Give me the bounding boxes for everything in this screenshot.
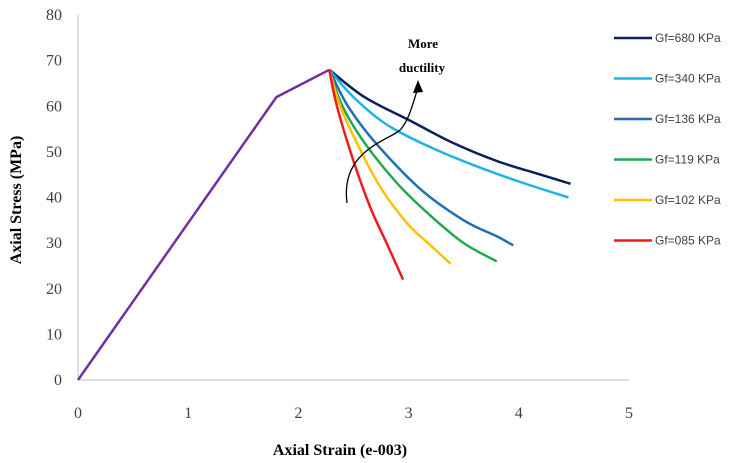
y-tick-label: 20 (46, 281, 62, 298)
y-tick-label: 70 (46, 53, 62, 70)
x-tick-label: 2 (294, 405, 302, 422)
series-line-gf-340-kpa (328, 68, 569, 199)
legend: Gf=680 KPa Gf=340 KPa Gf=136 KPa Gf=119 KPa… (614, 31, 721, 248)
axes (77, 15, 629, 381)
annotation-line-1: More (408, 36, 438, 51)
y-tick-label: 10 (46, 326, 62, 343)
legend-label: Gf=102 KPa (655, 193, 721, 207)
x-tick-label: 5 (625, 405, 633, 422)
ductility-annotation: More ductility (345, 36, 446, 204)
series-line-gf-085-kpa (328, 69, 405, 281)
legend-label: Gf=119 KPa (655, 153, 720, 167)
x-tick-label: 4 (515, 405, 523, 422)
y-tick-label: 40 (46, 190, 62, 207)
x-tick-label: 3 (405, 405, 413, 422)
series-line-gf-136-kpa (328, 69, 514, 247)
legend-label: Gf=680 KPa (655, 31, 721, 45)
series-line-elastic (76, 68, 330, 381)
legend-label: Gf=340 KPa (655, 72, 721, 86)
y-tick-label: 80 (46, 7, 62, 24)
y-tick-label: 0 (54, 372, 62, 389)
x-tick-label: 1 (184, 405, 192, 422)
series-line-gf-119-kpa (328, 69, 498, 263)
annotation-arrow (345, 87, 419, 204)
annotation-arrowhead (413, 80, 423, 93)
annotation-line-2: ductility (399, 60, 446, 75)
legend-label: Gf=136 KPa (655, 112, 721, 126)
tick-labels: 0 10 20 30 40 50 60 70 80 0 1 2 3 4 5 (46, 7, 633, 422)
y-axis-title: Axial Stress (MPa) (8, 136, 25, 265)
y-tick-label: 50 (46, 144, 62, 161)
x-axis-title: Axial Strain (e-003) (273, 442, 407, 459)
y-tick-label: 60 (46, 98, 62, 115)
legend-label: Gf=085 KPa (655, 234, 721, 248)
series-line-gf-680-kpa (328, 68, 571, 185)
series-line-gf-102-kpa (328, 69, 452, 265)
plot-area (76, 68, 571, 381)
y-tick-label: 30 (46, 235, 62, 252)
x-tick-label: 0 (74, 405, 82, 422)
